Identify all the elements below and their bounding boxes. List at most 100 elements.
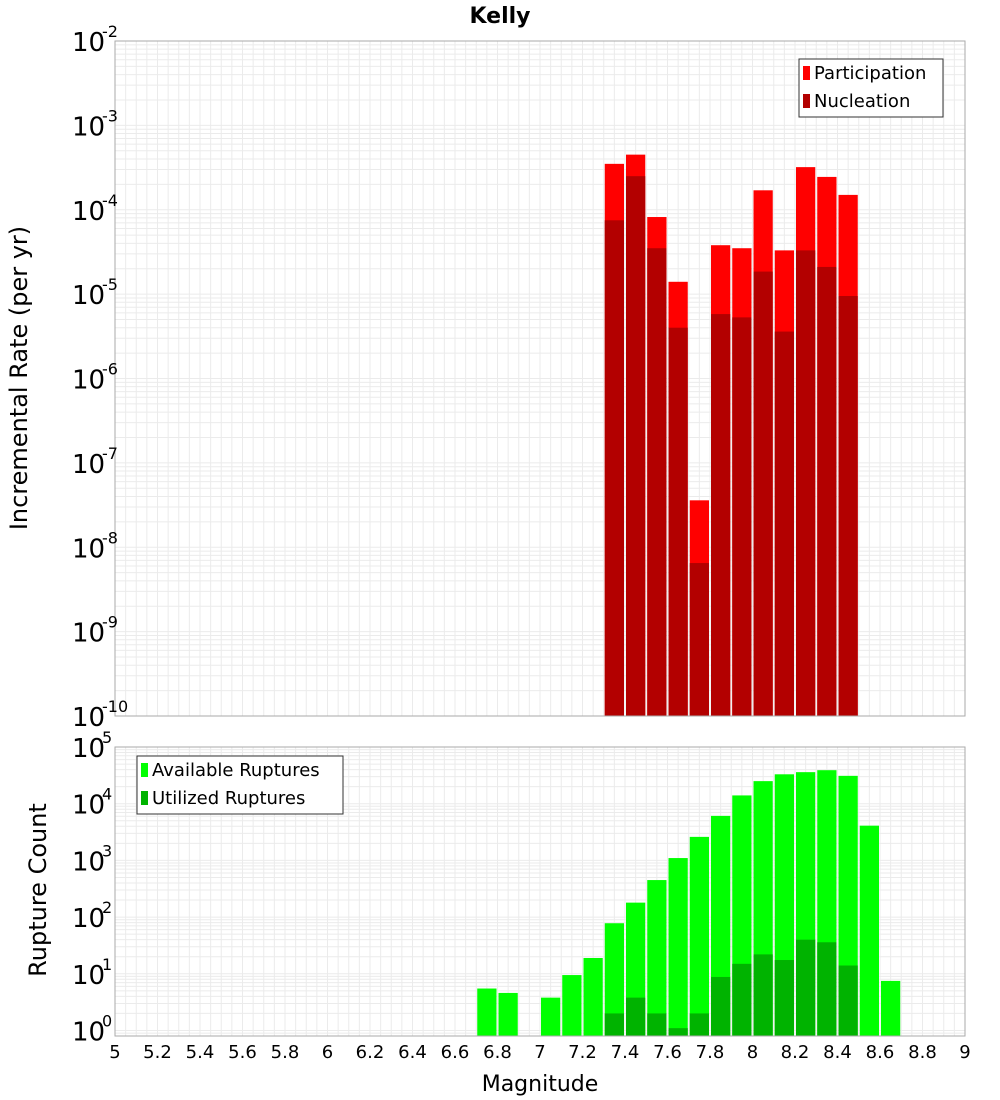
bottom-bar-available-ruptures — [583, 957, 603, 1036]
x-tick-label: 5.4 — [186, 1042, 215, 1063]
bottom-bar-available-ruptures — [541, 997, 561, 1036]
top-bar-nucleation — [817, 266, 837, 716]
bottom-bar-available-ruptures — [668, 858, 688, 1036]
bottom-bar-utilized-ruptures — [796, 939, 816, 1036]
top-y-axis-label: Incremental Rate (per yr) — [5, 226, 33, 530]
bottom-plot-border — [114, 746, 966, 1037]
bottom-legend-label: Utilized Ruptures — [152, 788, 305, 809]
x-tick-label: 8.2 — [781, 1042, 810, 1063]
bottom-bar-utilized-ruptures — [647, 1013, 667, 1036]
x-tick-label: 8 — [747, 1042, 758, 1063]
x-tick-label: 6.4 — [398, 1042, 427, 1063]
x-tick-label: 7.8 — [696, 1042, 725, 1063]
x-tick-label: 8.6 — [866, 1042, 895, 1063]
top-y-tick-label: 10 — [72, 28, 105, 58]
bottom-legend-swatch — [141, 763, 148, 777]
bottom-bar-utilized-ruptures — [689, 1013, 709, 1036]
top-y-tick-label: 10 — [72, 197, 105, 227]
top-y-tick-exponent: -10 — [102, 697, 128, 716]
top-plot-border — [114, 40, 966, 717]
top-legend-label: Participation — [814, 63, 926, 84]
x-tick-label: 8.8 — [908, 1042, 937, 1063]
top-bar-nucleation — [647, 248, 667, 717]
top-bar-nucleation — [774, 331, 794, 716]
x-tick-label: 6 — [322, 1042, 333, 1063]
bottom-y-axis-label: Rupture Count — [24, 803, 52, 977]
x-tick-label: 9 — [959, 1042, 970, 1063]
top-legend-label: Nucleation — [814, 91, 910, 112]
bottom-bar-utilized-ruptures — [626, 997, 646, 1036]
bottom-bar-available-ruptures — [604, 923, 624, 1036]
bottom-y-tick-exponent: 1 — [102, 955, 112, 974]
top-y-tick-exponent: -6 — [102, 360, 118, 379]
top-bar-nucleation — [753, 271, 773, 716]
bottom-y-tick-label: 10 — [72, 1018, 105, 1048]
top-bar-nucleation — [689, 563, 709, 716]
x-tick-label: 7.4 — [611, 1042, 640, 1063]
bottom-bar-utilized-ruptures — [732, 963, 752, 1036]
bottom-bar-available-ruptures — [881, 980, 901, 1036]
top-legend: Participation Nucleation — [798, 58, 944, 118]
top-legend-swatch — [803, 66, 810, 80]
x-tick-label: 5.6 — [228, 1042, 257, 1063]
top-y-tick-label: 10 — [72, 112, 105, 142]
top-bar-nucleation — [711, 314, 731, 716]
top-bar-nucleation — [668, 327, 688, 716]
bottom-bar-utilized-ruptures — [774, 960, 794, 1036]
bottom-legend-swatch — [141, 791, 148, 805]
bottom-bar-utilized-ruptures — [817, 942, 837, 1036]
bottom-legend: Available Ruptures Utilized Ruptures — [136, 755, 344, 815]
bottom-y-tick-label: 10 — [72, 961, 105, 991]
bottom-bar-available-ruptures — [477, 988, 497, 1036]
x-tick-label: 7.6 — [653, 1042, 682, 1063]
top-y-tick-label: 10 — [72, 281, 105, 311]
bottom-bar-utilized-ruptures — [838, 965, 858, 1036]
top-y-tick-label: 10 — [72, 450, 105, 480]
bottom-bar-available-ruptures — [562, 975, 582, 1036]
bottom-legend-box — [136, 755, 344, 815]
bottom-y-tick-exponent: 5 — [102, 728, 112, 747]
top-bar-nucleation — [604, 220, 624, 717]
top-y-tick-exponent: -7 — [102, 444, 118, 463]
bottom-y-tick-label: 10 — [72, 904, 105, 934]
bottom-bar-available-ruptures — [498, 992, 518, 1036]
bottom-bar-available-ruptures — [859, 825, 879, 1036]
top-y-tick-label: 10 — [72, 366, 105, 396]
top-y-tick-exponent: -9 — [102, 613, 118, 632]
top-y-tick-label: 10 — [72, 619, 105, 649]
top-y-tick-exponent: -2 — [102, 22, 118, 41]
x-tick-label: 6.8 — [483, 1042, 512, 1063]
bottom-legend-label: Available Ruptures — [152, 760, 320, 781]
bottom-bar-available-ruptures — [647, 880, 667, 1036]
x-tick-label: 7 — [534, 1042, 545, 1063]
bottom-y-tick-exponent: 4 — [102, 785, 112, 804]
top-y-tick-exponent: -4 — [102, 191, 118, 210]
top-y-tick-label: 10 — [72, 534, 105, 564]
top-bar-nucleation — [838, 296, 858, 716]
top-bar-nucleation — [626, 176, 646, 716]
x-tick-label: 6.6 — [441, 1042, 470, 1063]
x-tick-label: 5.8 — [271, 1042, 300, 1063]
bottom-bar-utilized-ruptures — [753, 954, 773, 1036]
bottom-y-tick-label: 10 — [72, 734, 105, 764]
bottom-bar-available-ruptures — [689, 836, 709, 1036]
bottom-y-tick-label: 10 — [72, 791, 105, 821]
top-y-tick-exponent: -5 — [102, 275, 118, 294]
top-y-tick-exponent: -8 — [102, 528, 118, 547]
bottom-y-tick-label: 10 — [72, 847, 105, 877]
bottom-bar-utilized-ruptures — [668, 1028, 688, 1036]
bottom-y-tick-exponent: 2 — [102, 898, 112, 917]
top-y-tick-exponent: -3 — [102, 106, 118, 125]
x-tick-label: 8.4 — [823, 1042, 852, 1063]
bottom-y-tick-exponent: 3 — [102, 841, 112, 860]
x-tick-label: 5.2 — [143, 1042, 172, 1063]
top-legend-box — [798, 58, 944, 118]
top-bar-nucleation — [796, 250, 816, 717]
chart-title: Kelly — [469, 4, 530, 29]
bottom-bar-utilized-ruptures — [604, 1013, 624, 1036]
top-panel: 10-1010-910-810-710-610-510-410-310-2Par… — [72, 22, 966, 733]
x-tick-label: 6.2 — [356, 1042, 385, 1063]
bottom-bar-utilized-ruptures — [711, 976, 731, 1036]
